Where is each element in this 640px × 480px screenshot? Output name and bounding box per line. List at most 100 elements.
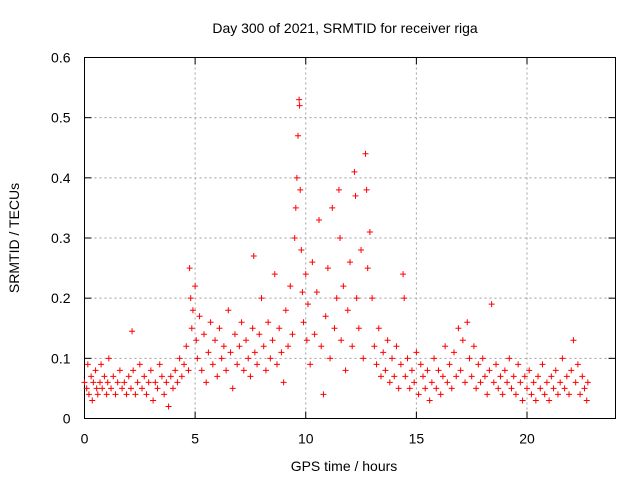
data-point [212,337,219,344]
data-point [337,235,344,241]
data-point [293,174,300,181]
data-point [395,385,402,392]
data-point [517,379,524,386]
data-point [559,355,566,362]
y-tick-label: 0.1 [51,350,71,366]
data-point [506,355,513,362]
data-point [93,385,100,392]
data-point [557,379,564,386]
data-point [338,337,345,344]
data-point [435,367,442,374]
data-point [110,373,117,380]
data-point [393,343,400,350]
data-point [119,385,126,392]
data-point [406,385,413,392]
data-point [455,325,462,332]
data-point [377,373,384,380]
data-point [145,379,152,386]
data-point [362,150,369,157]
data-point [299,289,306,296]
data-point [172,367,179,374]
data-point [289,331,296,338]
data-point [426,397,433,404]
data-point [303,337,310,344]
data-point [178,373,185,380]
data-point [139,385,146,392]
data-point [282,307,289,314]
data-point [313,289,320,296]
data-point [402,373,409,380]
data-point [444,379,451,386]
data-point [227,349,234,356]
data-point [481,373,488,380]
data-point [188,325,195,332]
x-tick-label: 15 [409,431,425,447]
data-point [176,355,183,362]
data-point [579,373,586,380]
data-point [267,355,274,362]
data-point [450,349,457,356]
data-point [437,391,444,398]
data-point [446,361,453,368]
data-point [355,325,362,332]
data-point [309,259,316,266]
data-point [404,355,411,362]
data-point [287,283,294,290]
data-point [152,379,159,386]
data-point [256,331,263,338]
data-point [561,385,568,392]
grid-lines [84,57,616,419]
data-point [311,331,318,338]
data-point [453,373,460,380]
data-point [541,391,548,398]
data-point [121,379,128,386]
data-point [238,319,245,326]
data-point [112,391,119,398]
data-point [320,391,327,398]
data-point [276,325,283,332]
data-point [103,391,110,398]
data-point [243,337,250,344]
data-point [358,247,365,254]
data-point [439,373,446,380]
data-point [234,361,241,368]
y-axis-label: SRMTID / TECUs [6,183,22,293]
data-point [247,373,254,380]
data-point [351,168,358,175]
data-point [101,373,108,380]
data-point [486,367,493,374]
data-point [532,397,539,404]
data-point [413,349,420,356]
data-point [108,385,115,392]
data-point [510,373,517,380]
data-point [524,385,530,392]
data-point [223,367,230,374]
data-point [92,367,99,374]
data-point [298,247,305,254]
data-point [442,343,449,350]
data-point [462,379,469,386]
data-point [292,204,299,211]
data-point [401,295,408,302]
data-point [570,337,577,344]
data-point [114,379,121,386]
data-point [384,337,391,344]
data-points [81,96,591,410]
data-point [216,325,223,332]
x-axis-label: GPS time / hours [291,458,398,474]
data-point [408,367,415,374]
data-point [165,403,172,410]
data-point [251,349,258,356]
data-point [331,325,338,332]
data-point [490,379,497,386]
data-point [280,379,287,386]
data-point [512,391,519,398]
data-point [499,391,506,398]
data-point [104,379,111,386]
data-point [477,379,484,386]
y-tick-label: 0.6 [51,50,71,66]
data-point [90,379,97,386]
data-point [340,283,347,290]
data-point [327,355,334,362]
data-point [373,361,380,368]
